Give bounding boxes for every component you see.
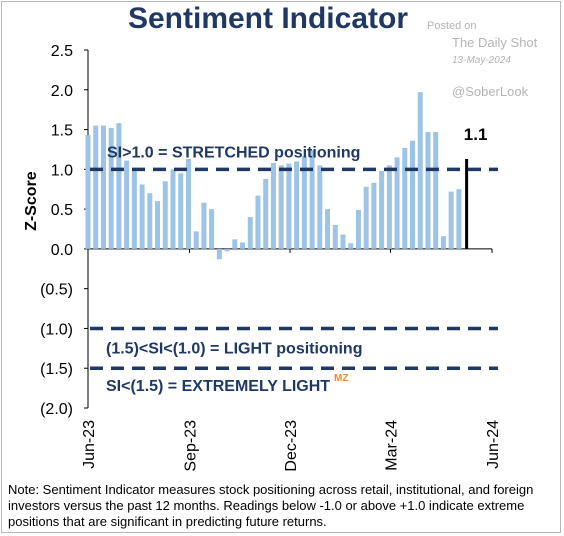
bar <box>201 202 207 249</box>
bar <box>270 162 276 249</box>
bar <box>417 92 423 249</box>
bar <box>232 239 238 249</box>
y-tick-label: 0.5 <box>51 202 73 219</box>
y-tick-label: (1.0) <box>40 321 73 338</box>
bar <box>147 193 153 249</box>
bar <box>224 248 230 252</box>
reference-line-label: (1.5)<SI<(1.0) = LIGHT positioning <box>106 340 362 357</box>
x-tick-label: Jun-24 <box>485 420 502 469</box>
chart-title: Sentiment Indicator <box>127 2 409 35</box>
watermark-source: The Daily Shot <box>452 35 538 50</box>
bar <box>162 181 168 249</box>
bar <box>131 169 137 249</box>
bar <box>448 191 454 249</box>
y-tick-label: (1.5) <box>40 361 73 378</box>
bar <box>325 209 331 249</box>
bar <box>355 209 361 249</box>
bar <box>425 131 431 249</box>
y-tick-label: 2.0 <box>51 83 73 100</box>
x-tick-label: Sep-23 <box>183 420 200 472</box>
bar <box>247 217 253 249</box>
y-tick-label: (0.5) <box>40 282 73 299</box>
bar <box>379 170 385 249</box>
bar <box>124 160 130 249</box>
bar <box>286 163 292 249</box>
bar <box>255 195 261 249</box>
bar <box>371 182 377 249</box>
reference-line-label: SI>1.0 = STRETCHED positioning <box>107 144 360 161</box>
bar <box>278 165 284 249</box>
footer-note: Note: Sentiment Indicator measures stock… <box>8 482 534 529</box>
bar <box>402 147 408 249</box>
bar <box>240 242 246 249</box>
bar <box>294 161 300 249</box>
bar <box>410 140 416 249</box>
bar <box>394 157 400 249</box>
y-tick-label: (2.0) <box>40 401 73 418</box>
last-bar <box>465 158 469 249</box>
bar <box>433 131 439 249</box>
bar <box>348 243 354 249</box>
y-tick-label: 1.0 <box>51 162 73 179</box>
watermark-posted-on: Posted on <box>427 20 477 32</box>
bar <box>85 135 91 249</box>
bar <box>93 125 99 249</box>
y-tick-label: 1.5 <box>51 123 73 140</box>
y-tick-label: 0.0 <box>51 242 73 259</box>
bar <box>155 201 161 249</box>
chart-plot: 2.5 2.0 1.5 1.0 0.5 0.0 (0.5) (1.0) (1.5) (2.0) Z-… <box>23 43 502 472</box>
bar <box>317 165 323 249</box>
bar <box>178 173 184 249</box>
bar <box>216 248 222 260</box>
mz-mark: MZ <box>334 373 348 384</box>
bar <box>363 186 369 249</box>
bar <box>100 125 106 249</box>
reference-line-label: SI<(1.5) = EXTREMELY LIGHT <box>106 378 330 395</box>
x-tick-label: Mar-24 <box>383 420 400 471</box>
bar <box>386 165 392 249</box>
x-tick-label: Jun-23 <box>81 420 98 469</box>
y-axis-title: Z-Score <box>23 171 40 231</box>
bar <box>193 231 199 249</box>
watermark-date: 13-May-2024 <box>452 55 511 66</box>
y-tick-label: 2.5 <box>51 43 73 60</box>
bar <box>116 123 122 249</box>
bar <box>301 155 307 249</box>
bar <box>340 234 346 249</box>
bar <box>185 158 191 249</box>
bar <box>440 236 446 249</box>
watermark-handle: @SoberLook <box>452 84 529 99</box>
bar <box>456 189 462 249</box>
x-tick-label: Dec-23 <box>283 420 300 472</box>
bar <box>139 184 145 249</box>
bar <box>332 225 338 249</box>
bar <box>309 150 315 249</box>
bar <box>108 127 114 249</box>
bar <box>170 169 176 249</box>
last-value-label: 1.1 <box>464 125 488 144</box>
bar <box>263 178 269 249</box>
bar <box>209 209 215 249</box>
